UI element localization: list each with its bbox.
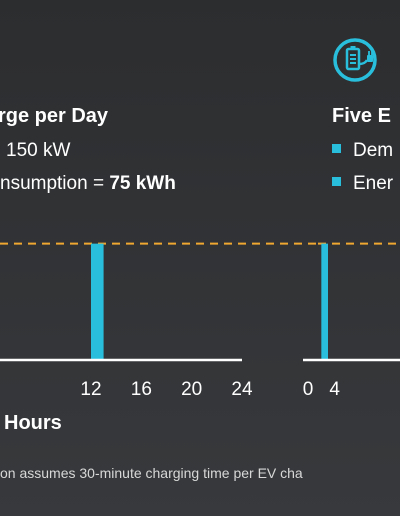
legend-label-demand: Dem — [353, 140, 394, 161]
battery-plug-icon — [333, 38, 377, 82]
line2-prefix: nsumption = — [0, 173, 110, 194]
legend-item-demand: Dem — [332, 140, 393, 162]
x-tick-label-2-0: 0 — [303, 379, 314, 400]
footnote: on assumes 30-minute charging time per E… — [0, 465, 303, 481]
bar-2-1 — [321, 243, 328, 360]
x-tick-label-1-12: 12 — [80, 379, 101, 400]
legend-swatch-demand — [332, 144, 341, 153]
right-panel-title: Five E — [332, 105, 391, 127]
x-tick-label-1-20: 20 — [181, 379, 202, 400]
legend-label-energy: Ener — [353, 173, 394, 194]
legend-item-energy: Ener — [332, 173, 393, 195]
x-tick-label-2-4: 4 — [329, 379, 340, 400]
left-panel-line2: nsumption = 75 kWh — [0, 173, 176, 195]
x-axis-unit-label: Hours — [4, 412, 62, 434]
left-panel-line1: 150 kW — [6, 140, 71, 161]
left-panel-title: rge per Day — [0, 105, 109, 127]
bar-1-1 — [91, 243, 104, 360]
x-tick-label-1-24: 24 — [231, 379, 253, 400]
legend-swatch-energy — [332, 177, 341, 186]
line2-value: 75 kWh — [109, 173, 176, 194]
x-tick-label-1-16: 16 — [131, 379, 152, 400]
